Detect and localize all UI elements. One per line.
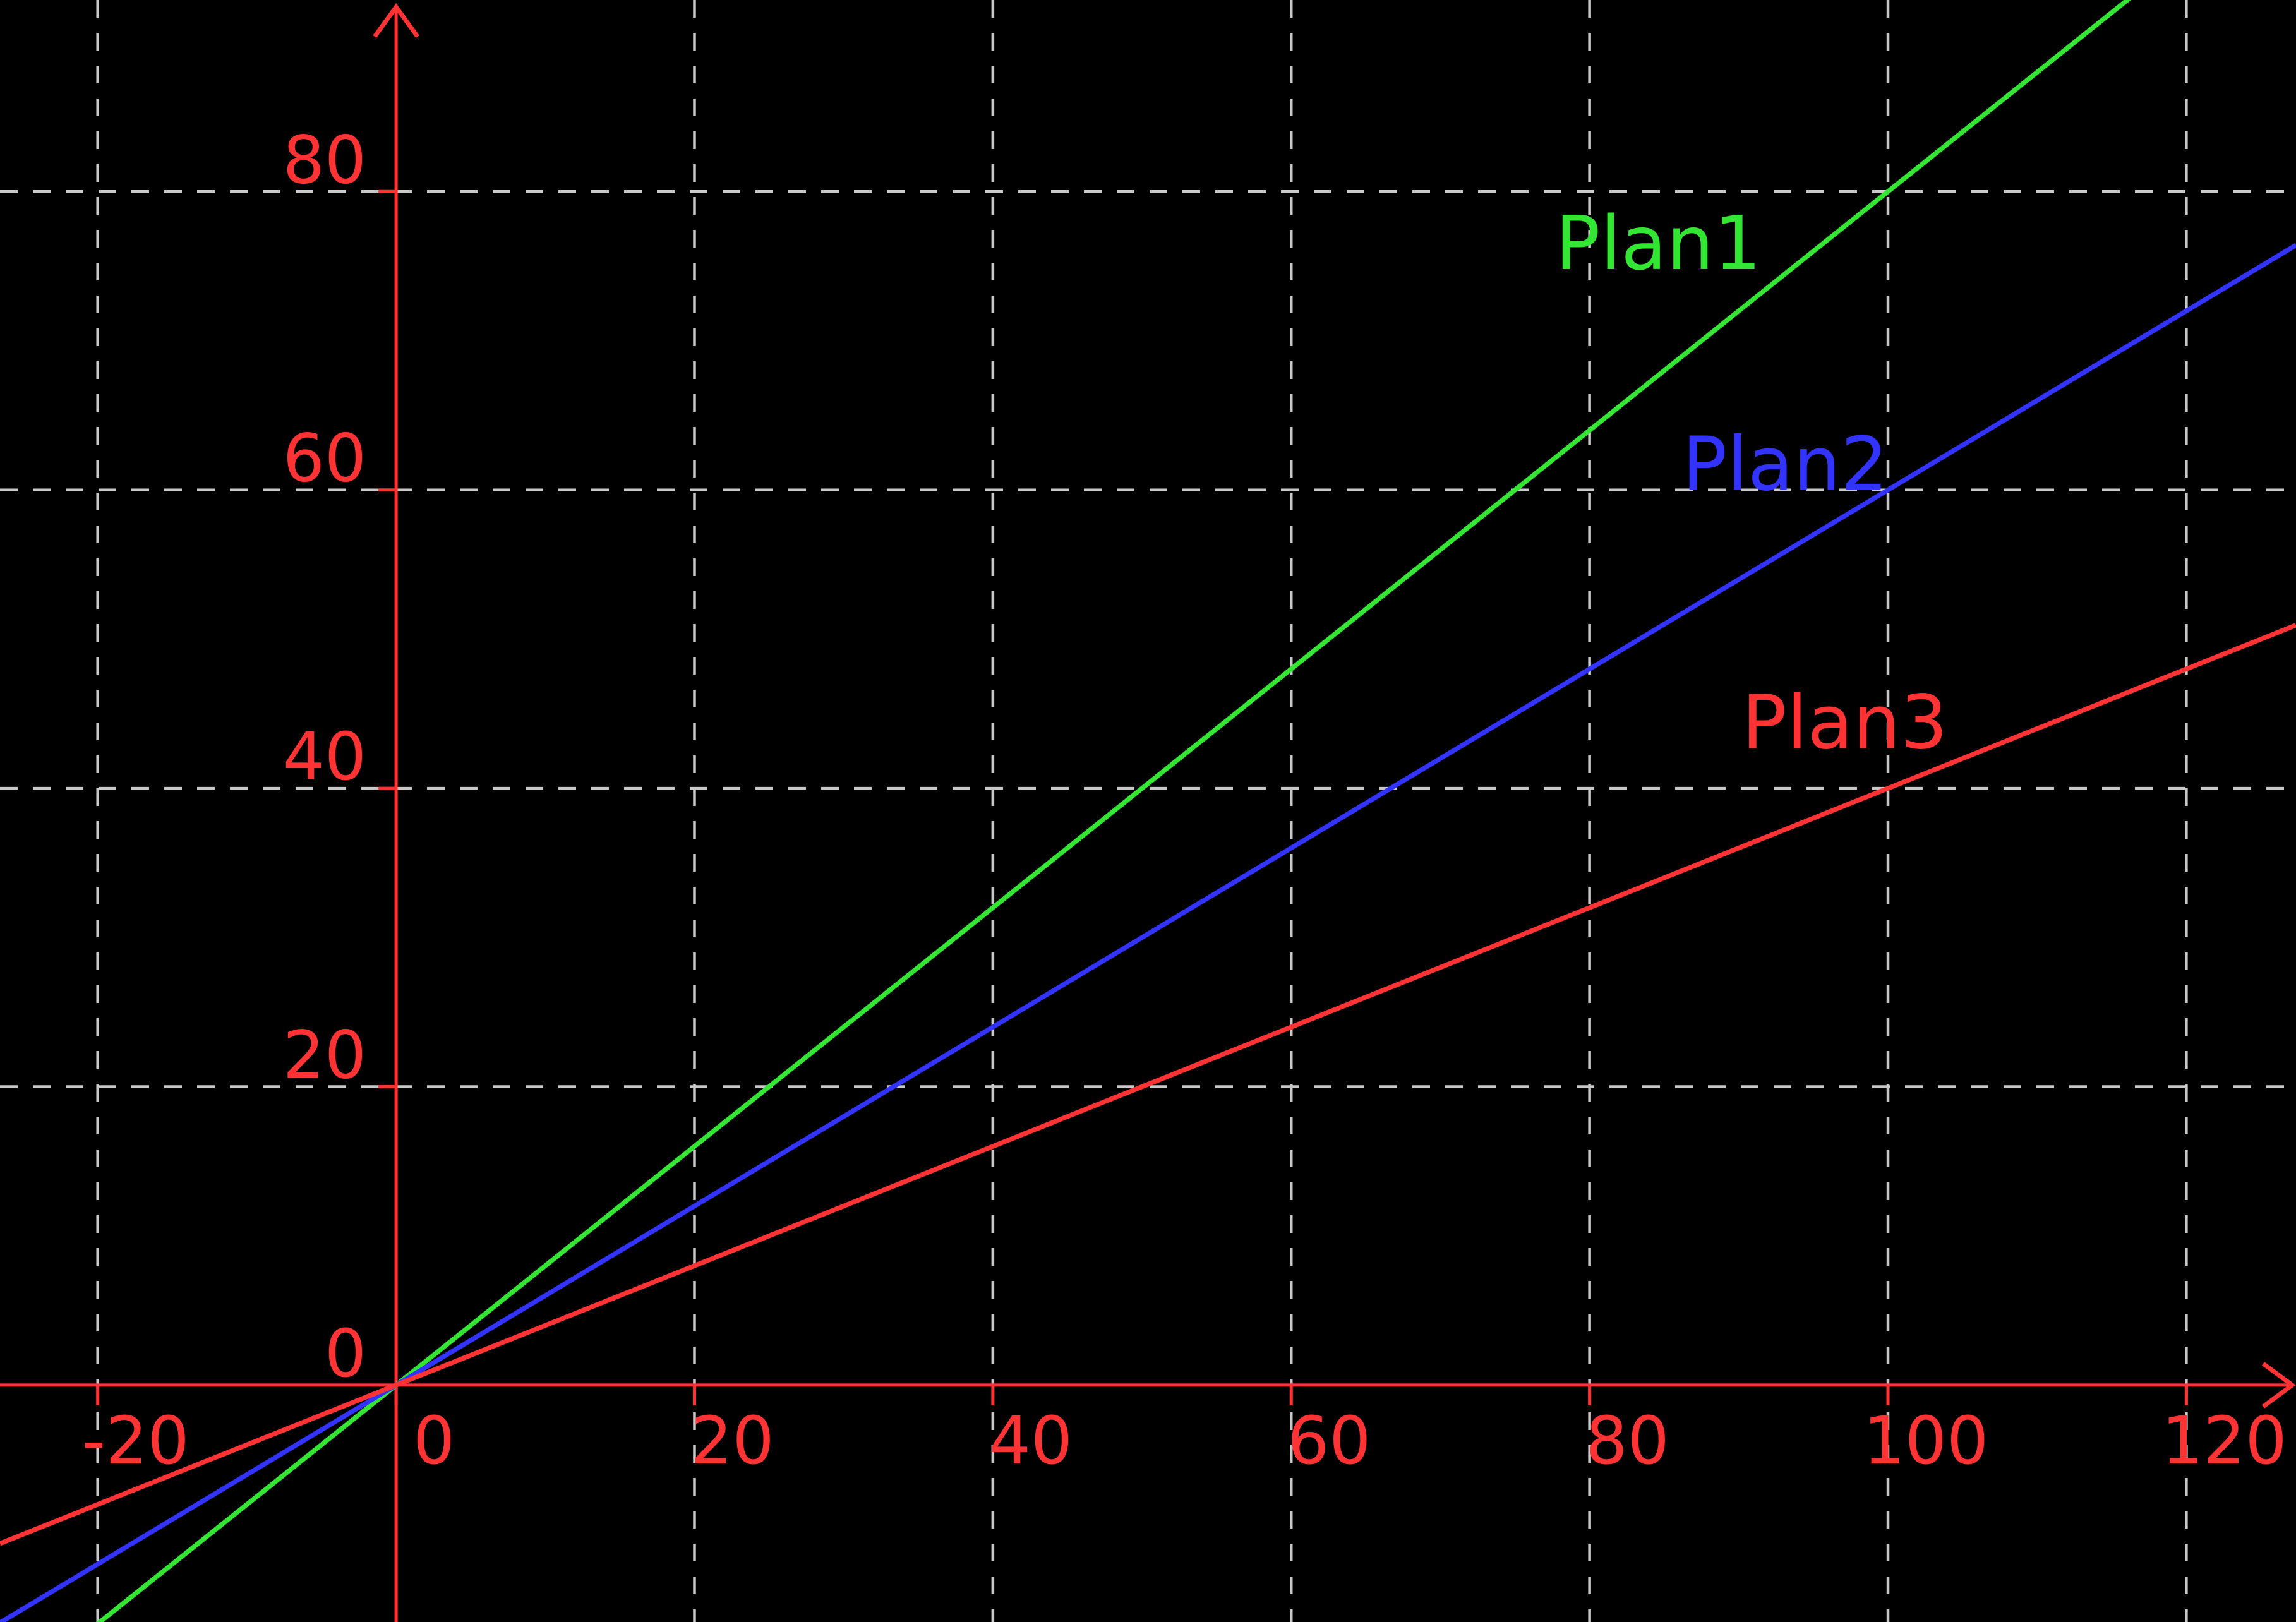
x-tick-label-60: 60 [1287, 1402, 1371, 1479]
series-label-plan3: Plan3 [1742, 678, 1948, 766]
x-tick-label-0: 0 [413, 1402, 455, 1479]
x-axis-arrowhead-icon [2261, 1362, 2296, 1409]
y-tick-label-80: 80 [283, 121, 366, 198]
y-tick-label-40: 40 [283, 718, 366, 795]
series-label-plan1: Plan1 [1555, 200, 1761, 287]
x-tick-label--20: -20 [82, 1402, 189, 1479]
series-line-plan3 [0, 623, 2296, 1546]
x-tick-label-20: 20 [690, 1402, 774, 1479]
series-label-plan2: Plan2 [1682, 421, 1888, 508]
x-tick-label-120: 120 [2161, 1402, 2287, 1479]
y-tick-label-20: 20 [283, 1017, 366, 1094]
x-tick-label-80: 80 [1585, 1402, 1669, 1479]
y-axis-arrowhead-icon [373, 3, 419, 39]
y-tick-label-60: 60 [283, 420, 366, 497]
axes [0, 3, 2296, 1622]
y-tick-label-0: 0 [325, 1315, 366, 1392]
x-tick-label-100: 100 [1863, 1402, 1989, 1479]
labels: -20 0 20 40 60 80 100 120 0 20 40 60 80 Plan1 Plan2 Pla… [82, 121, 2287, 1479]
series-line-plan2 [0, 243, 2296, 1622]
x-tick-label-40: 40 [989, 1402, 1073, 1479]
